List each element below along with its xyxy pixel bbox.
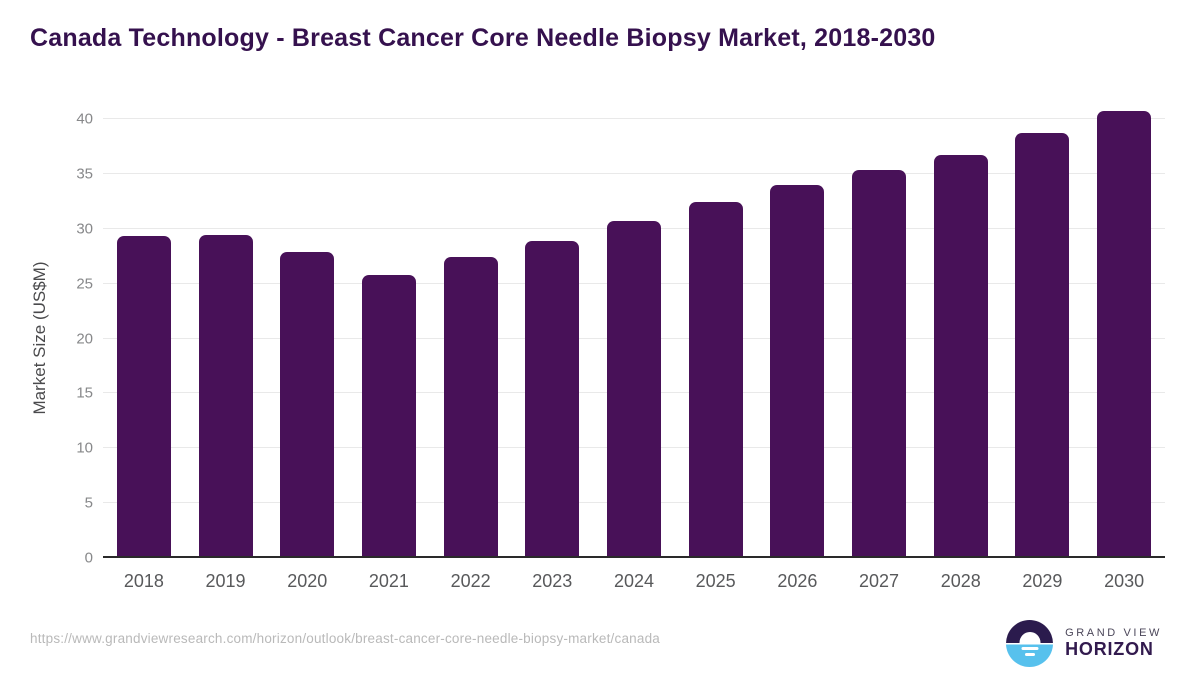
bar-slot-2029 [1002, 98, 1084, 558]
bar-2018 [116, 236, 171, 558]
bar-slot-2021 [348, 98, 430, 558]
bar-slot-2025 [675, 98, 757, 558]
y-tick-label: 20 [76, 330, 93, 347]
x-tick-label-2023: 2023 [532, 571, 573, 591]
bar-2019 [198, 235, 253, 558]
x-tick-label-2021: 2021 [368, 571, 409, 591]
x-tick-label-2024: 2024 [613, 571, 654, 591]
x-tick-label-2026: 2026 [777, 571, 818, 591]
horizon-sunrise-icon [1006, 620, 1054, 667]
bar-slot-2020 [266, 98, 348, 558]
logo-brand-name: GRAND VIEW [1065, 626, 1162, 639]
bar-2021 [361, 274, 416, 558]
x-tick-label-2027: 2027 [859, 571, 900, 591]
y-tick-label: 40 [76, 110, 93, 128]
x-tick-label-2020: 2020 [287, 571, 328, 591]
bar-slot-2024 [593, 98, 675, 558]
y-axis-title: Market Size (US$M) [30, 261, 49, 415]
y-tick-label: 5 [84, 494, 93, 512]
bar-slot-2019 [185, 98, 267, 558]
y-tick-label: 10 [76, 439, 93, 457]
bar-slot-2018 [103, 98, 185, 558]
x-tick-label-2022: 2022 [450, 571, 491, 591]
bar-2026 [770, 184, 825, 558]
x-tick-label-2028: 2028 [940, 571, 981, 591]
gridline [103, 118, 1165, 119]
y-tick-label: 15 [76, 384, 93, 402]
sun-icon [1019, 631, 1041, 643]
gridline [103, 172, 1165, 174]
bar-2027 [852, 169, 907, 558]
y-tick-label: 0 [84, 549, 93, 567]
bar-slot-2023 [511, 98, 593, 558]
x-axis-tick-labels: 2018 2019 2020 2021 2022 2023 2024 2025 2026 2027… [103, 571, 1165, 592]
x-tick-label-2019: 2019 [205, 571, 246, 591]
bar-2024 [606, 221, 661, 558]
y-tick-label: 35 [76, 165, 93, 183]
bar-slot-2030 [1083, 98, 1165, 558]
x-axis-line [103, 556, 1165, 558]
logo-text: GRAND VIEW HORIZON [1065, 627, 1162, 660]
source-url: https://www.grandviewresearch.com/horizo… [30, 631, 660, 646]
sun-reflection-line [1024, 653, 1035, 656]
bar-slot-2027 [838, 98, 920, 558]
x-tick-label-2029: 2029 [1022, 571, 1063, 591]
bar-2020 [280, 251, 335, 558]
x-tick-label-2025: 2025 [695, 571, 736, 591]
x-tick-label-2030: 2030 [1104, 571, 1145, 591]
y-tick-label: 30 [76, 220, 93, 238]
bars-layer [103, 98, 1165, 558]
bar-2029 [1015, 133, 1070, 558]
bar-2030 [1097, 111, 1152, 558]
bar-slot-2022 [430, 98, 512, 558]
bar-2023 [525, 240, 580, 558]
x-tick-label-2018: 2018 [123, 571, 164, 591]
bar-slot-2028 [920, 98, 1002, 558]
sun-reflection-line [1021, 647, 1039, 650]
plot-area: 0 5 10 15 20 25 30 35 40 2018 2019 2020 2021 2022 202… [76, 98, 1165, 591]
logo-product-name: HORIZON [1065, 639, 1154, 660]
bar-2025 [688, 202, 743, 558]
bar-2028 [933, 155, 988, 558]
bar-2022 [443, 257, 498, 558]
bar-slot-2026 [757, 98, 839, 558]
y-tick-label: 25 [76, 275, 93, 293]
chart-title: Canada Technology - Breast Cancer Core N… [30, 24, 936, 52]
grand-view-horizon-logo: GRAND VIEW HORIZON [1006, 620, 1162, 667]
